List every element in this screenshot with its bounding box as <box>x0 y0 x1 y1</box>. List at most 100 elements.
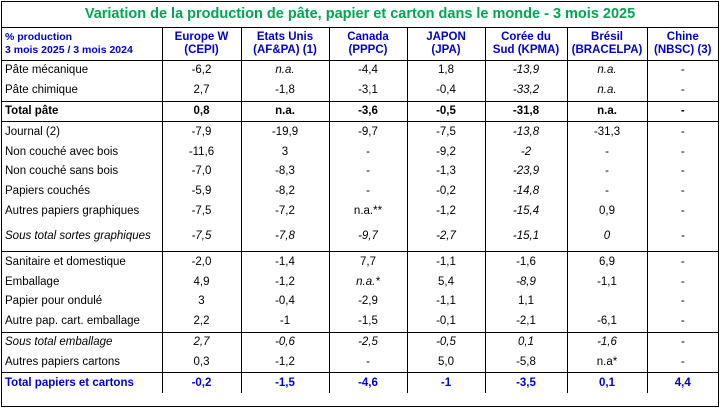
cell-value: n.a. <box>240 101 329 123</box>
cell-value: n.a. <box>566 60 647 81</box>
cell-value: -9,2 <box>406 142 485 162</box>
cell-value: - <box>646 311 718 333</box>
cell-value: - <box>328 161 407 182</box>
cell-value: -1,2 <box>406 201 485 222</box>
cell-value: -2,0 <box>161 251 241 273</box>
cell-value: -6,1 <box>566 311 647 333</box>
cell-value: -8,2 <box>240 181 329 202</box>
cell-value: - <box>646 201 718 222</box>
row-label: Sous total sortes graphiques <box>2 221 162 253</box>
cell-value: -11,6 <box>161 142 241 162</box>
cell-value: -13,8 <box>484 121 567 143</box>
table-row: Papier pour ondulé 3 -0,4 -2,9 -1,1 1,1 - <box>2 291 718 312</box>
row-label: Non couché avec bois <box>5 145 119 158</box>
cell-value: -3,1 <box>328 80 407 102</box>
cell-value: - <box>646 121 718 143</box>
cell-value: -15,4 <box>484 201 567 222</box>
cell-value: - <box>646 332 718 353</box>
cell-value: -7,5 <box>161 221 241 253</box>
cell-value: -3,5 <box>484 372 567 393</box>
cell-value: -2,5 <box>328 332 407 353</box>
row-label: Papier pour ondulé <box>5 295 103 308</box>
cell-value: -0,2 <box>406 181 485 202</box>
row-label: Non couché sans bois <box>5 165 119 178</box>
cell-value: - <box>328 352 407 374</box>
header-japan: JAPON (JPA) <box>406 28 485 61</box>
cell-value: - <box>646 272 718 292</box>
cell-value: -8,9 <box>484 272 567 292</box>
cell-value: - <box>646 161 718 182</box>
row-label: Total papiers et cartons <box>5 376 134 389</box>
cell-value: - <box>646 60 718 81</box>
cell-value: -0,5 <box>406 101 485 123</box>
cell-value: -14,8 <box>484 181 567 202</box>
cell-value: 0,1 <box>484 332 567 353</box>
cell-value: 5,4 <box>406 272 485 292</box>
table-title: Variation de la production de pâte, papi… <box>2 2 718 28</box>
cell-value: -7,8 <box>240 221 329 253</box>
row-label: Total pâte <box>2 101 162 123</box>
row-label: Autre pap. cart. emballage <box>2 311 162 333</box>
cell-value: -1,8 <box>240 80 329 102</box>
cell-value: n.a. <box>240 60 329 81</box>
cell-value: 0,8 <box>161 101 241 123</box>
cell-value: 3 <box>161 291 241 312</box>
cell-value: - <box>646 291 718 312</box>
cell-value: -1,6 <box>566 332 647 353</box>
cell-value: -7,5 <box>161 201 241 222</box>
cell-value: 1,1 <box>484 291 567 312</box>
header-europe: Europe W (CEPI) <box>161 28 241 61</box>
cell-value: -7,5 <box>406 121 485 143</box>
cell-value: -31,8 <box>484 101 567 123</box>
header-brazil: Brésil (BRACELPA) <box>566 28 647 61</box>
cell-value: -1,1 <box>566 272 647 292</box>
cell-value: -5,9 <box>161 181 241 202</box>
cell-value: 2,7 <box>161 332 241 353</box>
row-label: Pâte mécanique <box>5 64 89 77</box>
cell-value: -2,7 <box>406 221 485 253</box>
table-row: Non couché sans bois -7,0 -8,3- -1,3 -23,9- - <box>2 161 718 182</box>
cell-value: 0,1 <box>566 372 647 393</box>
cell-value: - <box>566 181 647 202</box>
cell-value: 7,7 <box>328 251 407 273</box>
header-label: % production 3 mois 2025 / 3 mois 2024 <box>2 28 162 61</box>
row-label: Autres papiers graphiques <box>5 204 140 217</box>
cell-value: -0,5 <box>406 332 485 353</box>
cell-value <box>566 291 647 312</box>
cell-value: -2,9 <box>328 291 407 312</box>
cell-value: -0,4 <box>240 291 329 312</box>
cell-value: -0,4 <box>406 80 485 102</box>
cell-value: -3,6 <box>328 101 407 123</box>
header-canada: Canada (PPPC) <box>328 28 407 61</box>
cell-value: -23,9 <box>484 161 567 182</box>
table-row: Sous total emballage 2,7 -0,6 -2,5 -0,5 0,1 -1… <box>2 332 718 353</box>
cell-value: - <box>646 352 718 374</box>
row-label: Autres papiers cartons <box>2 352 162 374</box>
cell-value: 2,7 <box>161 80 241 102</box>
cell-value: -1,4 <box>240 251 329 273</box>
row-label: Sanitaire et domestique <box>5 255 126 268</box>
cell-value: - <box>566 142 647 162</box>
cell-value: -1,6 <box>484 251 567 273</box>
header-label-line2: 3 mois 2025 / 3 mois 2024 <box>5 44 133 56</box>
table-row: Emballage 4,9 -1,2 n.a.* 5,4 -8,9 -1,1- <box>2 272 718 292</box>
header-korea: Corée du Sud (KPMA) <box>484 28 567 61</box>
cell-value: -7,9 <box>161 121 241 143</box>
cell-value: -31,3 <box>566 121 647 143</box>
cell-value: n.a. <box>566 80 647 102</box>
cell-value: -7,2 <box>240 201 329 222</box>
table-row: Sous total sortes graphiques -7,5 -7,8 -9,7… <box>2 221 718 253</box>
cell-value: -4,4 <box>328 60 407 81</box>
cell-value: - <box>328 181 407 202</box>
cell-value: - <box>566 161 647 182</box>
row-label: Journal (2) <box>5 125 60 138</box>
cell-value: -1 <box>240 311 329 333</box>
cell-value: -9,7 <box>328 221 407 253</box>
cell-value: -1,5 <box>328 311 407 333</box>
header-label-line1: % production <box>5 31 73 43</box>
cell-value: -1,2 <box>240 272 329 292</box>
cell-value: 0 <box>566 221 647 253</box>
table-row: Total papiers et cartons -0,2 -1,5 -4,6 -1 -3… <box>2 372 718 393</box>
table-row: Autres papiers graphiques -7,5 -7,2 n.a.** -… <box>2 201 718 222</box>
